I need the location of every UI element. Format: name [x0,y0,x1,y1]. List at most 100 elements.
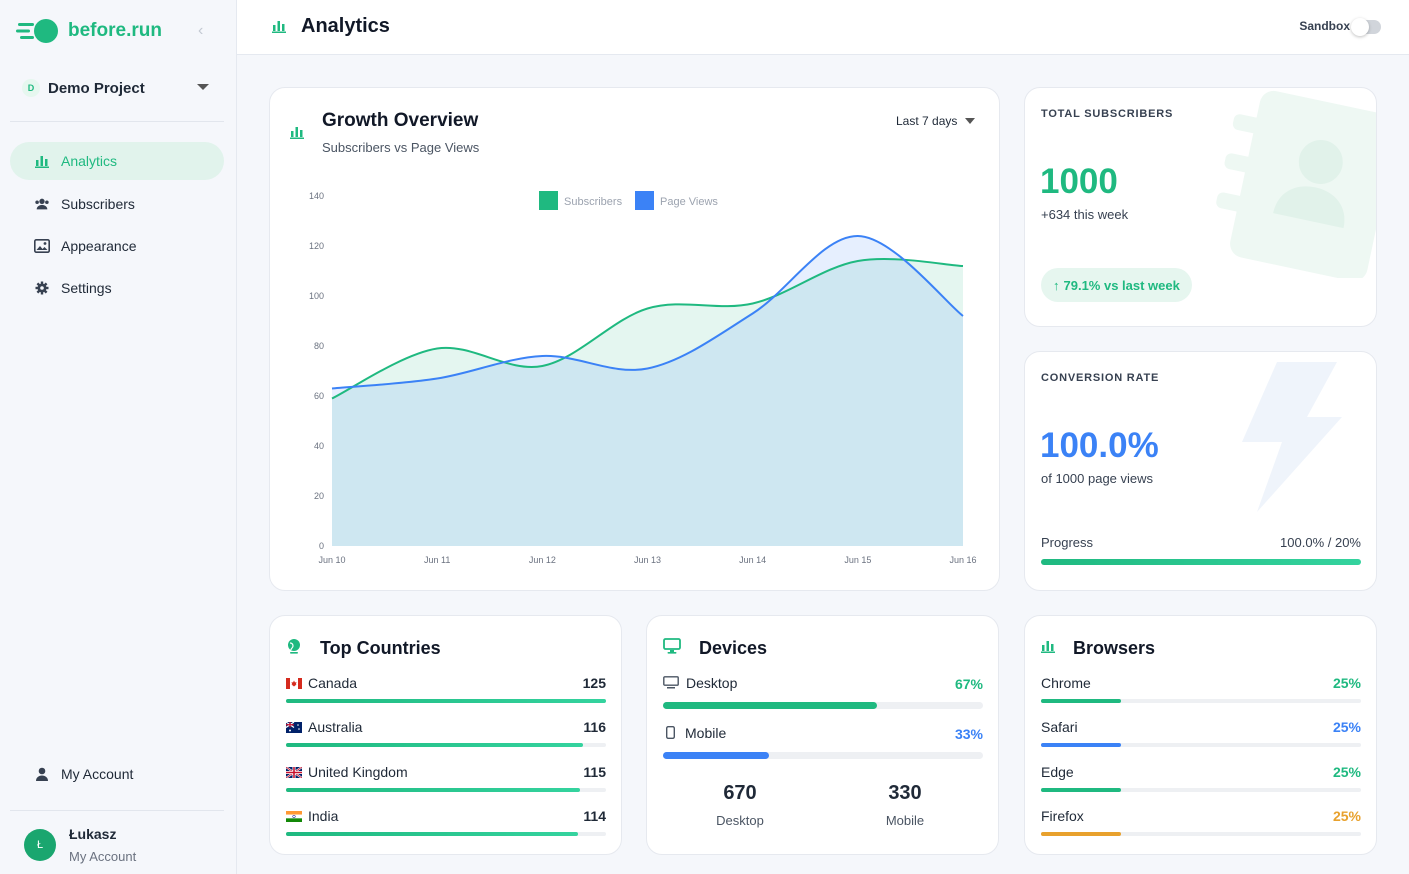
browser-name: Firefox [1041,808,1084,824]
bar-chart-icon [272,19,286,38]
globe-icon [286,638,302,659]
sandbox-toggle[interactable] [1351,18,1381,36]
country-name: United Kingdom [308,764,408,780]
y-tick-label: 100 [309,291,324,301]
card-title: Growth Overview [322,110,479,131]
device-bar [663,752,983,759]
device-bar [663,702,983,709]
browser-value: 25% [1332,764,1361,780]
project-selector[interactable]: D Demo Project [22,76,217,100]
sidebar-item-label: Analytics [61,153,118,169]
device-count-label: Mobile [885,813,925,828]
x-tick-label: Jun 10 [318,555,345,565]
y-tick-label: 40 [314,441,324,451]
divider [10,810,224,811]
growth-chart: Subscribers Page Views 0 20 40 60 80 100 120 140… [309,191,977,565]
card-title: Browsers [1073,638,1156,658]
user-profile[interactable]: Ł Łukasz My Account [24,826,136,864]
conversion-rate-value: 100.0% [1040,426,1159,465]
flag-united-kingdom-icon [285,765,303,779]
chevron-down-icon [197,84,209,90]
list-item: Australia 116 [285,719,606,747]
country-value: 114 [583,808,606,824]
list-item: Desktop 67% [663,675,983,709]
sidebar-item-appearance[interactable]: Appearance [10,227,224,265]
progress-value: 100.0% / 20% [1280,535,1361,550]
bar-chart-icon [34,153,50,169]
list-item: United Kingdom 115 [285,764,606,792]
contact-book-icon [1205,88,1376,283]
date-range-select[interactable]: Last 7 days [896,114,976,128]
user-subtitle: My Account [69,849,137,864]
legend-label[interactable]: Subscribers [564,196,623,208]
x-tick-label: Jun 13 [634,555,661,565]
country-bar-fill [286,832,578,836]
growth-badge: ↑ 79.1% vs last week [1041,268,1192,302]
growth-overview-card: Growth Overview Subscribers vs Page View… [269,87,1000,591]
growth-badge-label: 79.1% vs last week [1063,277,1180,293]
users-icon [34,196,50,212]
list-item: Safari 25% [1041,719,1361,747]
collapse-sidebar-icon[interactable]: ‹ [198,22,204,39]
list-item: Edge 25% [1041,764,1361,792]
country-bar [286,743,606,747]
card-title: Top Countries [320,638,441,658]
device-name: Desktop [686,675,738,691]
sidebar-item-my-account[interactable]: My Account [10,755,224,793]
country-bar-fill [286,788,581,792]
bar-chart-icon [1041,639,1055,658]
sidebar-item-label: Settings [61,280,112,296]
total-subscribers-value: 1000 [1040,162,1118,201]
device-bar-fill [663,702,878,709]
flag-india-icon [286,809,302,822]
sidebar: before.run ‹ D Demo Project Analytics Su… [0,0,237,874]
y-tick-label: 0 [319,541,324,551]
browser-name: Safari [1041,719,1078,735]
y-tick-label: 120 [309,241,324,251]
series-area [332,235,963,546]
country-bar [286,832,606,836]
card-subtitle: Subscribers vs Page Views [322,140,480,155]
sidebar-item-label: Subscribers [61,196,135,212]
browser-name: Chrome [1041,675,1091,691]
progress-bar-fill [1041,559,1361,565]
device-bar-fill [663,752,769,759]
list-item: Chrome 25% [1041,675,1361,703]
mobile-count: 330 Mobile [835,782,975,828]
legend-swatch [635,191,654,210]
series-line [331,234,964,390]
progress-label: Progress [1041,535,1094,550]
browser-bar-fill [1041,832,1121,836]
device-count-label: Desktop [716,813,764,828]
sidebar-item-settings[interactable]: Settings [10,269,224,307]
desktop-icon [663,676,679,692]
sidebar-item-subscribers[interactable]: Subscribers [10,185,224,223]
sidebar-item-analytics[interactable]: Analytics [10,142,224,180]
sandbox-label: Sandbox [1299,19,1350,33]
sidebar-item-label: Appearance [61,238,137,254]
gear-icon [34,280,50,296]
browser-bar [1041,788,1361,792]
browser-value: 25% [1332,719,1361,735]
browser-bar-fill [1041,699,1121,703]
stat-label: CONVERSION RATE [1041,372,1160,384]
conversion-rate-card: CONVERSION RATE 100.0% of 1000 page view… [1024,351,1377,591]
y-tick-label: 140 [309,191,324,201]
browser-value: 25% [1332,675,1361,691]
brand[interactable]: before.run [16,18,162,44]
monitor-icon [663,638,681,659]
browser-bar-fill [1041,743,1121,747]
top-header: Analytics Sandbox [237,0,1409,55]
sidebar-item-label: My Account [61,766,134,782]
bar-chart-icon [290,125,304,144]
divider [10,121,224,122]
y-tick-label: 80 [314,341,324,351]
card-title: Devices [699,638,768,658]
browser-bar [1041,743,1361,747]
list-item: Firefox 25% [1041,808,1361,836]
brand-logo-icon [16,18,60,44]
brand-name: before.run [68,20,162,41]
country-value: 125 [582,675,606,691]
legend-label[interactable]: Page Views [660,196,718,208]
x-tick-label: Jun 15 [844,555,871,565]
